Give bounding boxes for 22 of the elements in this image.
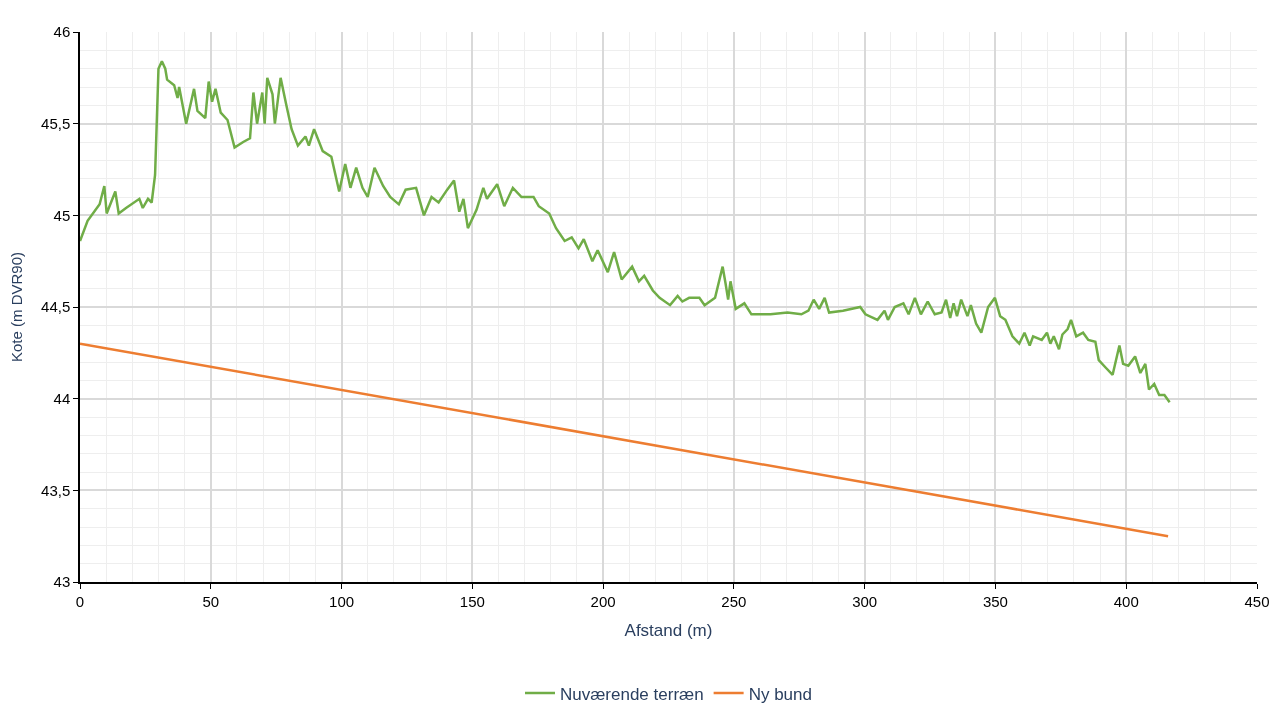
x-tick-label: 300 — [852, 592, 878, 610]
x-axis-title: Afstand (m) — [624, 620, 713, 640]
y-axis-title: Kote (m DVR90) — [7, 251, 25, 363]
y-tick-label: 43 — [53, 573, 71, 591]
x-tick-label: 250 — [721, 592, 747, 610]
x-tick-label: 0 — [75, 592, 85, 610]
y-tick-label: 45 — [53, 206, 71, 224]
y-tick-label: 45,5 — [41, 114, 71, 132]
legend-label: Nuværende terræn — [560, 684, 704, 704]
x-tick-label: 100 — [329, 592, 355, 610]
x-tick-label: 200 — [590, 592, 616, 610]
x-tick-label: 50 — [202, 592, 220, 610]
x-tick-label: 400 — [1113, 592, 1139, 610]
y-tick-label: 44,5 — [41, 298, 71, 316]
x-tick-label: 350 — [982, 592, 1008, 610]
legend-label: Ny bund — [748, 684, 812, 704]
x-tick-label: 150 — [459, 592, 485, 610]
y-tick-label: 44 — [53, 389, 71, 407]
line-series — [80, 60, 1171, 404]
y-tick-label: 46 — [53, 23, 71, 41]
y-tick-label: 43,5 — [41, 481, 71, 499]
x-tick-label: 450 — [1244, 592, 1270, 610]
